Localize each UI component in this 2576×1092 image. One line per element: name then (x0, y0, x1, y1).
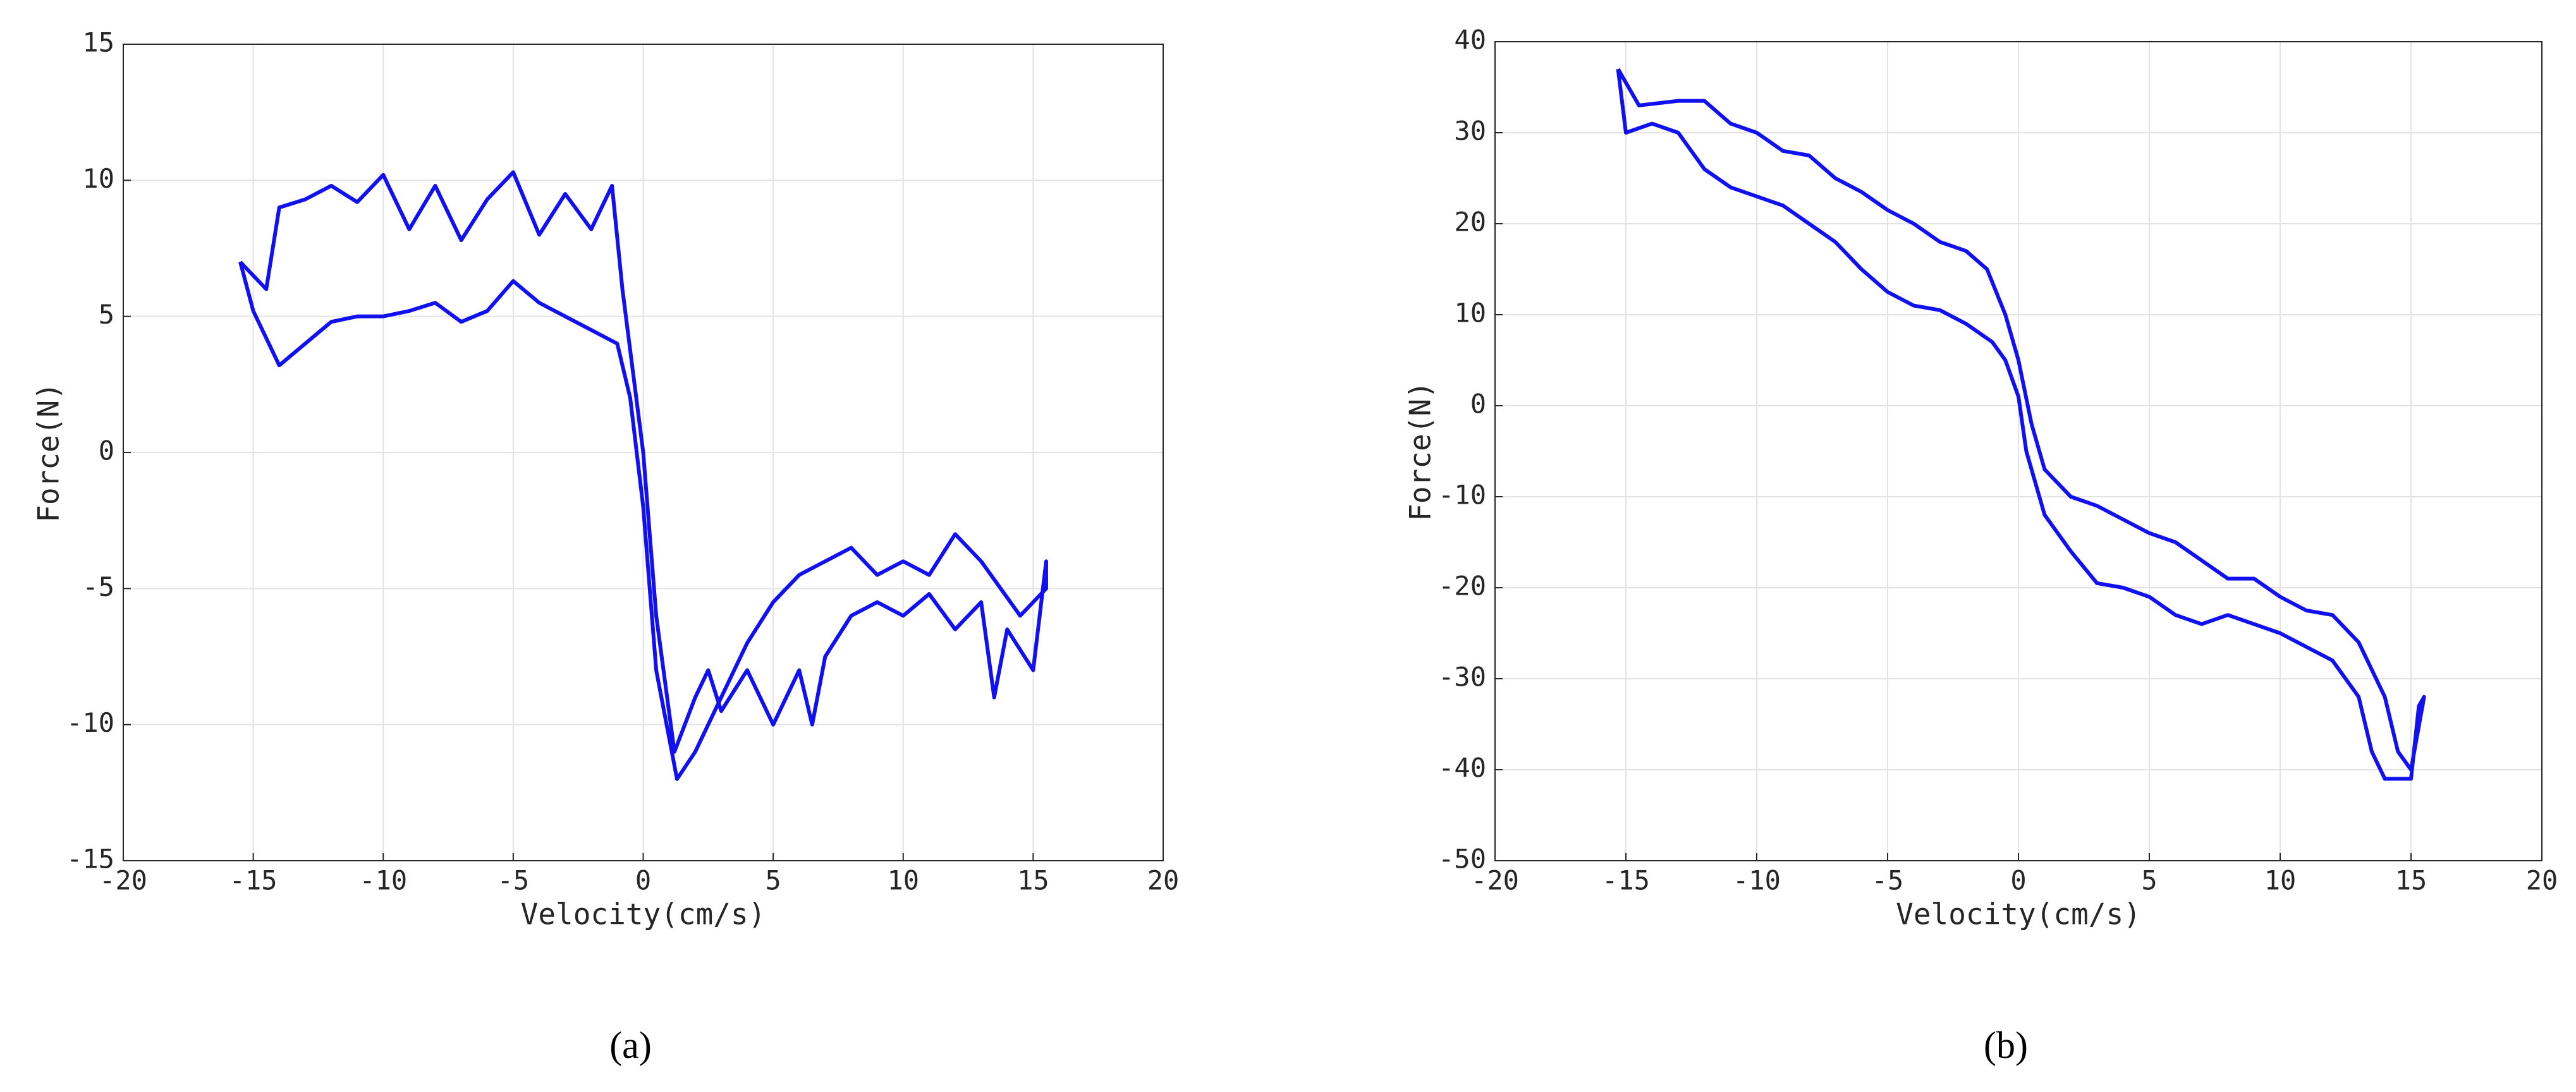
y-tick-label: -10 (1438, 480, 1486, 511)
y-tick-label: 15 (82, 27, 114, 58)
y-axis-label: Force(N) (32, 382, 66, 523)
panel-label: (b) (1984, 1024, 2028, 1066)
x-tick-label: 5 (765, 865, 781, 896)
x-tick-label: 20 (1147, 865, 1180, 896)
x-tick-label: -5 (1872, 865, 1904, 896)
y-tick-label: 0 (1470, 389, 1486, 420)
y-tick-label: 20 (1454, 207, 1486, 238)
x-tick-label: 0 (2010, 865, 2026, 896)
y-tick-label: -50 (1438, 844, 1486, 875)
y-tick-label: 10 (82, 163, 114, 194)
x-axis-label: Velocity(cm/s) (1896, 897, 2141, 931)
x-tick-label: -15 (229, 865, 278, 896)
y-tick-label: -5 (82, 571, 114, 602)
x-tick-label: 15 (1017, 865, 1049, 896)
panel-label: (a) (609, 1024, 652, 1066)
x-tick-label: 15 (2395, 865, 2427, 896)
y-tick-label: 40 (1454, 25, 1486, 56)
x-axis-label: Velocity(cm/s) (521, 897, 766, 931)
data-line (238, 170, 1048, 781)
x-tick-label: -5 (497, 865, 530, 896)
x-tick-label: -15 (1602, 865, 1650, 896)
x-tick-label: -10 (1733, 865, 1781, 896)
y-axis-label: Force(N) (1403, 381, 1438, 521)
plot-frame (1494, 41, 2542, 861)
x-tick-label: 10 (2264, 865, 2297, 896)
x-tick-label: 20 (2526, 865, 2558, 896)
x-tick-label: -20 (1471, 865, 1519, 896)
y-tick-label: 10 (1454, 298, 1486, 329)
data-line (1616, 68, 2426, 781)
y-tick-label: -30 (1438, 662, 1486, 693)
y-tick-label: 5 (99, 299, 114, 330)
y-tick-label: -40 (1438, 753, 1486, 784)
plot-frame (123, 44, 1164, 861)
y-tick-label: -15 (66, 844, 114, 875)
y-tick-label: 0 (99, 435, 114, 466)
y-tick-label: -10 (66, 707, 114, 738)
y-tick-label: 30 (1454, 116, 1486, 147)
x-tick-label: 10 (887, 865, 919, 896)
x-tick-label: -20 (99, 865, 147, 896)
x-tick-label: 0 (635, 865, 651, 896)
x-tick-label: 5 (2141, 865, 2157, 896)
y-tick-label: -20 (1438, 571, 1486, 602)
x-tick-label: -10 (359, 865, 407, 896)
